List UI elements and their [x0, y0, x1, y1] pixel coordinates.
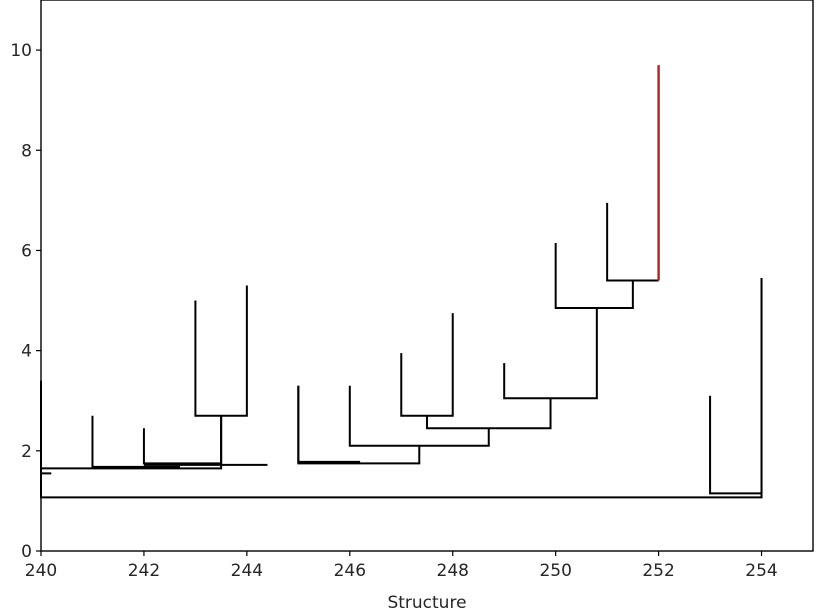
y-tick-label-2: 2 — [21, 442, 32, 462]
x-tick-label-254: 254 — [745, 561, 777, 581]
x-axis-ticks: 240 242 244 246 248 250 252 254 — [25, 551, 778, 581]
dendrogram-link-6 — [194, 285, 248, 417]
x-tick-label-252: 252 — [642, 561, 674, 581]
y-tick-label-8: 8 — [21, 141, 32, 161]
dendrogram-link-10 — [348, 385, 490, 447]
y-axis-ticks: 0 2 4 6 8 10 — [10, 41, 41, 562]
plot-area — [40, 0, 814, 552]
y-tick-label-4: 4 — [21, 342, 32, 362]
dendrogram-link-9 — [297, 385, 421, 465]
x-tick-label-250: 250 — [539, 561, 571, 581]
x-axis-title: Structure — [387, 593, 466, 611]
y-tick-label-0: 0 — [21, 542, 32, 562]
dendrogram-link-2 — [40, 468, 52, 475]
dendrogram-link-15 — [606, 202, 659, 282]
x-tick-label-248: 248 — [437, 561, 469, 581]
dendrogram-links — [40, 65, 763, 499]
dendrogram-link-1 — [709, 278, 763, 495]
dendrogram-link-14 — [554, 242, 634, 310]
x-tick-label-246: 246 — [334, 561, 366, 581]
dendrogram-link-4 — [91, 415, 180, 468]
x-tick-label-240: 240 — [25, 561, 57, 581]
x-tick-label-242: 242 — [128, 561, 160, 581]
y-tick-label-6: 6 — [21, 241, 32, 261]
dendrogram-link-5 — [142, 415, 223, 465]
dendrogram-link-12 — [426, 398, 552, 430]
x-tick-label-244: 244 — [231, 561, 263, 581]
y-tick-label-10: 10 — [10, 41, 32, 61]
dendrogram-link-13 — [503, 308, 598, 400]
